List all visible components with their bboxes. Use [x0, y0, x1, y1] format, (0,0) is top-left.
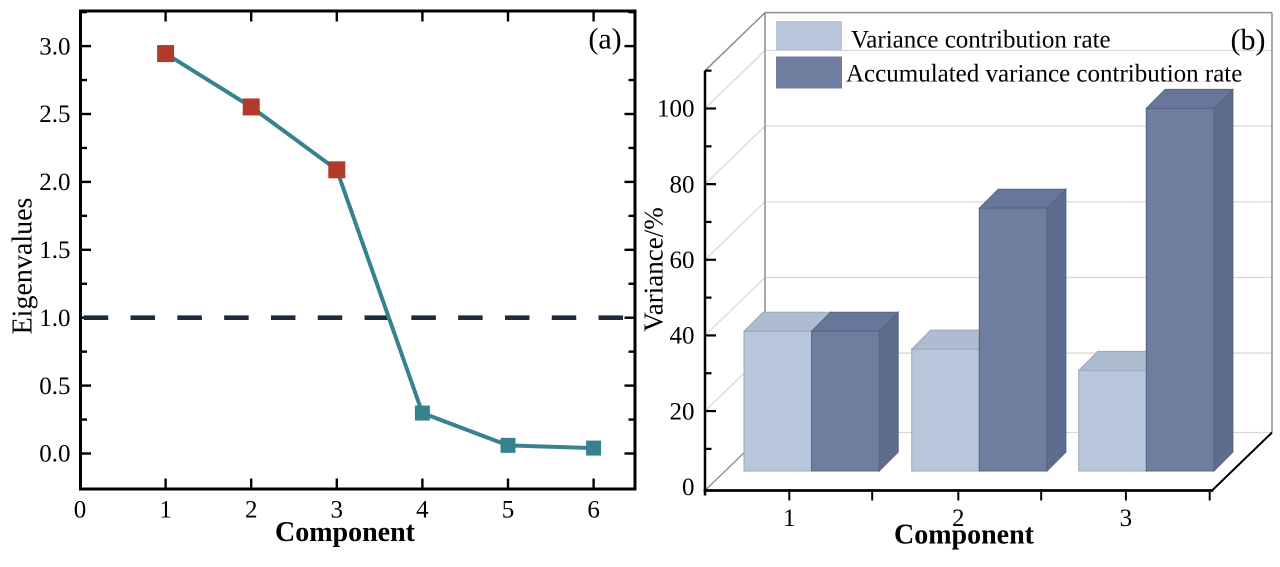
- svg-text:20: 20: [670, 398, 695, 425]
- svg-text:2.0: 2.0: [39, 169, 70, 196]
- svg-text:Variance contribution rate: Variance contribution rate: [851, 27, 1111, 54]
- svg-text:1.0: 1.0: [39, 305, 70, 332]
- svg-text:6: 6: [587, 497, 600, 524]
- svg-text:0.5: 0.5: [39, 373, 70, 400]
- svg-text:1: 1: [783, 505, 796, 532]
- svg-text:4: 4: [416, 497, 429, 524]
- svg-text:0.0: 0.0: [39, 441, 70, 468]
- svg-text:(b): (b): [1231, 24, 1266, 57]
- svg-text:60: 60: [670, 247, 695, 274]
- svg-text:(a): (a): [588, 23, 621, 56]
- svg-text:2.5: 2.5: [39, 101, 70, 128]
- svg-text:3: 3: [1120, 505, 1133, 532]
- svg-text:Component: Component: [275, 517, 416, 548]
- svg-text:3: 3: [331, 497, 344, 524]
- svg-text:Eigenvalues: Eigenvalues: [8, 198, 39, 335]
- svg-text:Accumulated variance contribut: Accumulated variance contribution rate: [846, 61, 1242, 88]
- svg-text:0: 0: [74, 497, 87, 524]
- svg-text:5: 5: [502, 497, 515, 524]
- svg-text:40: 40: [670, 323, 695, 350]
- svg-text:2: 2: [245, 497, 258, 524]
- svg-text:1.5: 1.5: [39, 237, 70, 264]
- svg-text:2: 2: [952, 505, 965, 532]
- svg-text:3.0: 3.0: [39, 33, 70, 60]
- svg-text:80: 80: [670, 171, 695, 198]
- svg-text:0: 0: [682, 474, 695, 501]
- svg-text:Variance/%: Variance/%: [639, 207, 669, 331]
- svg-text:1: 1: [159, 497, 172, 524]
- svg-text:Component: Component: [894, 520, 1035, 551]
- svg-text:100: 100: [657, 96, 695, 123]
